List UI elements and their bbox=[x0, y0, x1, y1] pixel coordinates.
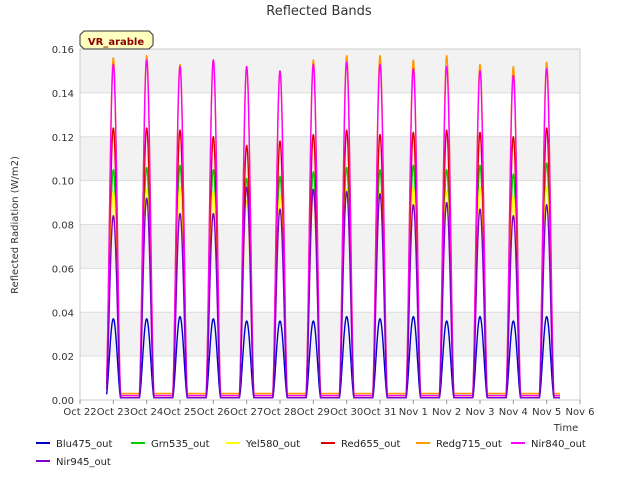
series-line-nir840-out bbox=[105, 59, 561, 397]
x-tick-label: Oct 22 bbox=[63, 407, 96, 418]
x-tick-label: Oct 31 bbox=[363, 407, 396, 418]
x-tick-label: Nov 1 bbox=[399, 407, 428, 418]
legend-label: Nir840_out bbox=[531, 439, 586, 450]
y-tick-label: 0.02 bbox=[52, 352, 74, 363]
background-band bbox=[80, 49, 580, 93]
series-line-nir945-out bbox=[105, 186, 561, 399]
x-axis-label: Time bbox=[553, 423, 578, 434]
series-lines bbox=[105, 54, 561, 399]
y-tick-label: 0.14 bbox=[52, 89, 74, 100]
background-band bbox=[80, 92, 580, 137]
x-tick-label: Oct 30 bbox=[330, 407, 363, 418]
background-band bbox=[80, 224, 580, 269]
legend-label: Nir945_out bbox=[56, 457, 111, 468]
legend-label: Blu475_out bbox=[56, 439, 113, 450]
background-band bbox=[80, 312, 580, 357]
x-tick-label: Nov 3 bbox=[465, 407, 494, 418]
background-band bbox=[80, 136, 580, 181]
y-tick-label: 0.06 bbox=[52, 264, 74, 275]
x-tick-label: Oct 27 bbox=[230, 407, 263, 418]
x-tick-label: Oct 28 bbox=[263, 407, 296, 418]
background-band bbox=[80, 356, 580, 400]
legend-label: Redg715_out bbox=[436, 439, 502, 450]
x-tick-label: Oct 25 bbox=[163, 407, 196, 418]
legend: Blu475_out Grn535_out Yel580_out Red655_out… bbox=[36, 439, 586, 468]
chart-title: Reflected Bands bbox=[266, 4, 372, 19]
y-axis-label: Reflected Radiation (W/m2) bbox=[10, 156, 21, 294]
site-label-badge: VR_arable bbox=[79, 30, 154, 50]
y-tick-label: 0.16 bbox=[52, 45, 74, 56]
x-tick-label: Oct 26 bbox=[197, 407, 230, 418]
y-axis-ticks: 0.00 0.02 0.04 0.06 0.08 0.10 0.12 0.14 0.16 bbox=[52, 45, 74, 407]
y-tick-label: 0.04 bbox=[52, 308, 74, 319]
x-tick-label: Oct 24 bbox=[130, 407, 163, 418]
x-axis-ticks: Oct 22 Oct 23 Oct 24 Oct 25 Oct 26 Oct 27 Oct … bbox=[63, 400, 595, 418]
plot-background-bands bbox=[80, 49, 580, 400]
background-band bbox=[80, 180, 580, 225]
site-label-text: VR_arable bbox=[88, 37, 144, 48]
y-tick-label: 0.00 bbox=[52, 396, 74, 407]
legend-label: Red655_out bbox=[341, 439, 401, 450]
x-tick-label: Oct 29 bbox=[297, 407, 330, 418]
plot-frame bbox=[79, 48, 581, 401]
y-tick-label: 0.08 bbox=[52, 221, 74, 232]
legend-label: Grn535_out bbox=[151, 439, 210, 450]
legend-label: Yel580_out bbox=[245, 439, 300, 450]
x-tick-label: Nov 2 bbox=[432, 407, 461, 418]
x-tick-label: Nov 4 bbox=[499, 407, 528, 418]
background-band bbox=[80, 268, 580, 313]
x-tick-label: Oct 23 bbox=[97, 407, 130, 418]
x-tick-label: Nov 6 bbox=[565, 407, 594, 418]
y-tick-label: 0.12 bbox=[52, 133, 74, 144]
y-tick-label: 0.10 bbox=[52, 177, 74, 188]
x-tick-label: Nov 5 bbox=[532, 407, 561, 418]
